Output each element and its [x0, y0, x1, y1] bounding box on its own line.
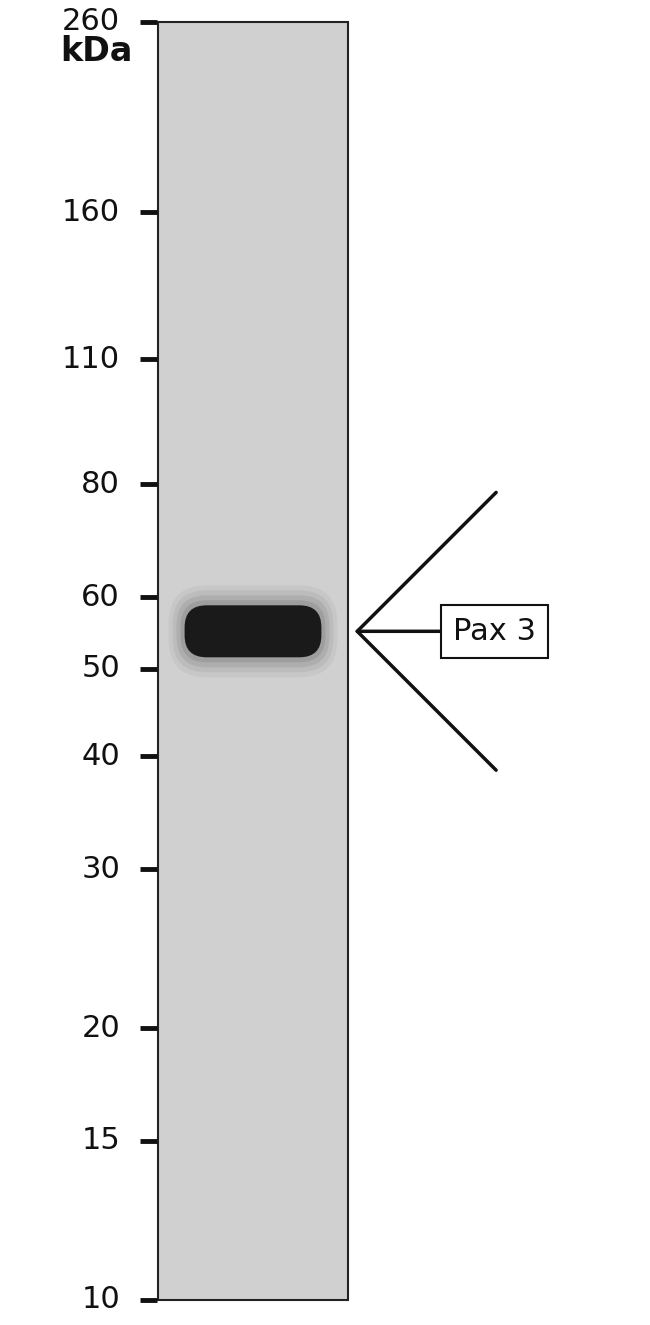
FancyBboxPatch shape: [181, 600, 326, 662]
FancyBboxPatch shape: [177, 595, 330, 668]
Text: 110: 110: [62, 344, 120, 374]
Text: 50: 50: [81, 655, 120, 684]
Text: 10: 10: [81, 1285, 120, 1314]
FancyBboxPatch shape: [173, 591, 333, 672]
Text: Pax 3: Pax 3: [453, 617, 536, 645]
Text: 40: 40: [81, 742, 120, 771]
Text: 60: 60: [81, 583, 120, 612]
Text: 20: 20: [81, 1014, 120, 1043]
Text: 260: 260: [62, 8, 120, 37]
Text: kDa: kDa: [60, 34, 133, 68]
Text: 80: 80: [81, 470, 120, 498]
FancyBboxPatch shape: [185, 606, 321, 657]
Text: 15: 15: [81, 1126, 120, 1155]
Bar: [158, 23, 348, 1300]
Text: 160: 160: [62, 197, 120, 227]
Text: 30: 30: [81, 855, 120, 884]
